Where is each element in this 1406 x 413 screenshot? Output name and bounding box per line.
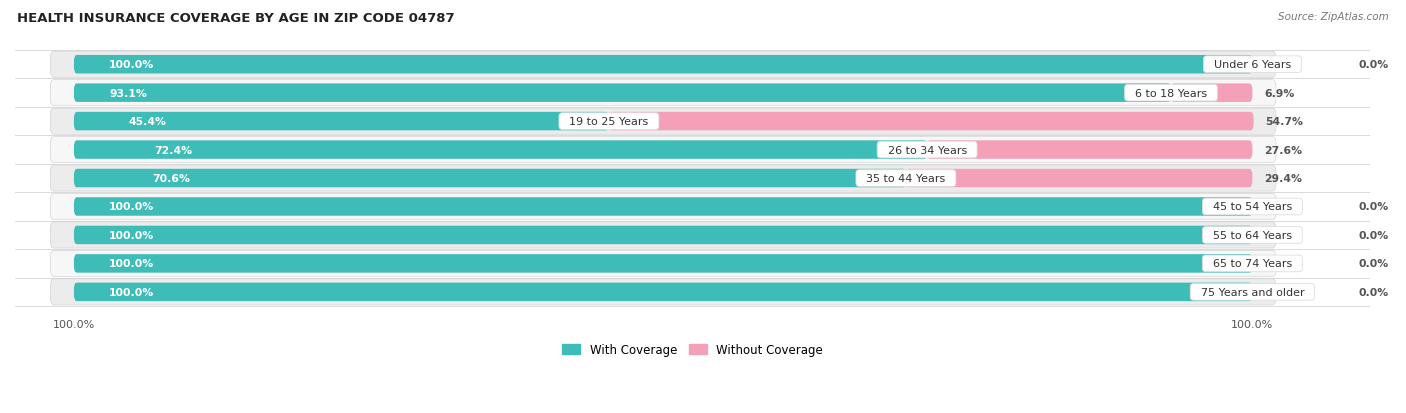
- Text: 0.0%: 0.0%: [1358, 259, 1389, 269]
- FancyBboxPatch shape: [51, 251, 1277, 277]
- FancyBboxPatch shape: [75, 141, 927, 159]
- FancyBboxPatch shape: [51, 194, 1277, 220]
- Text: 27.6%: 27.6%: [1264, 145, 1302, 155]
- FancyBboxPatch shape: [51, 137, 1277, 163]
- Text: 0.0%: 0.0%: [1358, 60, 1389, 70]
- Text: 45 to 54 Years: 45 to 54 Years: [1206, 202, 1299, 212]
- Text: 54.7%: 54.7%: [1265, 117, 1303, 127]
- Text: 75 Years and older: 75 Years and older: [1194, 287, 1312, 297]
- FancyBboxPatch shape: [609, 113, 1254, 131]
- FancyBboxPatch shape: [75, 254, 1253, 273]
- FancyBboxPatch shape: [51, 279, 1277, 305]
- Text: 100.0%: 100.0%: [110, 202, 155, 212]
- FancyBboxPatch shape: [51, 109, 1277, 135]
- Text: 0.0%: 0.0%: [1358, 202, 1389, 212]
- FancyBboxPatch shape: [51, 52, 1277, 78]
- Text: 55 to 64 Years: 55 to 64 Years: [1206, 230, 1299, 240]
- Text: Source: ZipAtlas.com: Source: ZipAtlas.com: [1278, 12, 1389, 22]
- FancyBboxPatch shape: [1171, 84, 1253, 103]
- FancyBboxPatch shape: [75, 84, 1171, 103]
- FancyBboxPatch shape: [75, 226, 1253, 244]
- FancyBboxPatch shape: [927, 141, 1253, 159]
- Text: 65 to 74 Years: 65 to 74 Years: [1206, 259, 1299, 269]
- Text: 26 to 34 Years: 26 to 34 Years: [880, 145, 974, 155]
- Text: 6.9%: 6.9%: [1264, 88, 1295, 98]
- FancyBboxPatch shape: [75, 198, 1253, 216]
- Text: 6 to 18 Years: 6 to 18 Years: [1128, 88, 1215, 98]
- Text: 100.0%: 100.0%: [110, 230, 155, 240]
- FancyBboxPatch shape: [75, 113, 609, 131]
- Text: 19 to 25 Years: 19 to 25 Years: [562, 117, 655, 127]
- FancyBboxPatch shape: [75, 169, 905, 188]
- FancyBboxPatch shape: [905, 169, 1253, 188]
- Text: HEALTH INSURANCE COVERAGE BY AGE IN ZIP CODE 04787: HEALTH INSURANCE COVERAGE BY AGE IN ZIP …: [17, 12, 454, 25]
- Text: 29.4%: 29.4%: [1264, 173, 1302, 184]
- Text: 100.0%: 100.0%: [110, 259, 155, 269]
- Text: 100.0%: 100.0%: [110, 287, 155, 297]
- Text: 70.6%: 70.6%: [152, 173, 190, 184]
- FancyBboxPatch shape: [75, 283, 1253, 301]
- Text: 72.4%: 72.4%: [155, 145, 193, 155]
- FancyBboxPatch shape: [51, 166, 1277, 192]
- FancyBboxPatch shape: [75, 56, 1253, 74]
- Text: Under 6 Years: Under 6 Years: [1206, 60, 1298, 70]
- Text: 0.0%: 0.0%: [1358, 287, 1389, 297]
- Text: 100.0%: 100.0%: [110, 60, 155, 70]
- Text: 45.4%: 45.4%: [128, 117, 166, 127]
- FancyBboxPatch shape: [51, 222, 1277, 249]
- Text: 0.0%: 0.0%: [1358, 230, 1389, 240]
- FancyBboxPatch shape: [51, 81, 1277, 107]
- Legend: With Coverage, Without Coverage: With Coverage, Without Coverage: [558, 338, 828, 361]
- Text: 35 to 44 Years: 35 to 44 Years: [859, 173, 952, 184]
- Text: 93.1%: 93.1%: [110, 88, 148, 98]
